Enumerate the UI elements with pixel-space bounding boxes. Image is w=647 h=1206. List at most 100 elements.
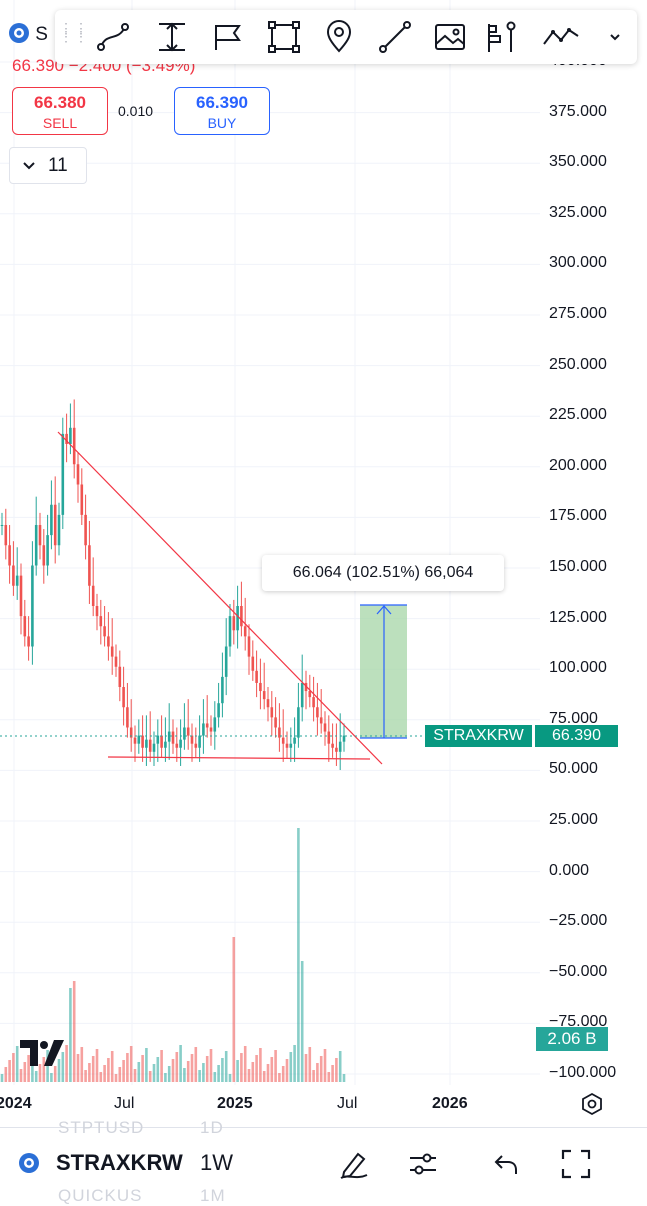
price-axis-label: 250.000 <box>549 355 607 373</box>
toolbar-more-button[interactable] <box>595 18 635 56</box>
candle-body <box>205 723 209 728</box>
candle-body <box>293 737 296 744</box>
price-axis-label: 325.000 <box>549 203 607 221</box>
volume-bar <box>137 1062 141 1082</box>
line-icon <box>379 21 411 53</box>
indicators-settings-button[interactable] <box>401 1142 445 1186</box>
candle-body <box>259 682 262 692</box>
candle-body <box>72 427 76 465</box>
price-axis-label: −100.000 <box>549 1064 617 1081</box>
buy-button[interactable]: 66.390 BUY <box>174 87 270 135</box>
text-tool[interactable] <box>152 18 192 56</box>
volume-bar <box>205 1056 209 1082</box>
candle-body <box>190 735 194 744</box>
candle-body <box>141 735 144 748</box>
chevron-down-icon <box>23 161 35 169</box>
undo-button[interactable] <box>484 1142 528 1186</box>
candle-body <box>285 743 289 748</box>
price-axis-label: 175.000 <box>549 507 607 525</box>
symbol-logo-top[interactable]: S <box>8 22 48 46</box>
volume-bar <box>91 1056 95 1082</box>
path-tool[interactable] <box>541 18 581 56</box>
volume-bar <box>316 1063 319 1082</box>
candle-body <box>281 737 285 744</box>
long-position-tool[interactable] <box>481 18 521 56</box>
candle-body <box>236 606 239 631</box>
candle-body <box>114 656 118 667</box>
volume-bar <box>95 1049 99 1082</box>
candle-body <box>84 514 87 546</box>
volume-bar <box>198 1070 201 1082</box>
candle-body <box>53 504 57 546</box>
volume-bar <box>133 1069 137 1082</box>
price-axis-label: 75.000 <box>549 709 598 727</box>
trendline-tool[interactable] <box>93 18 133 56</box>
drag-handle-icon[interactable]: ⋮⋮ ⋮⋮ <box>59 20 89 44</box>
flag-tool[interactable] <box>208 18 248 56</box>
volume-bar <box>122 1060 125 1082</box>
line-tool[interactable] <box>375 18 415 56</box>
candle-body <box>278 727 281 738</box>
volume-bar <box>312 1070 315 1082</box>
volume-bar <box>99 1072 103 1082</box>
volume-bar <box>221 1058 224 1082</box>
candle-body <box>152 743 156 752</box>
volume-bar <box>327 1072 331 1082</box>
indicators-count: 11 <box>48 154 68 176</box>
sell-button[interactable]: 66.380 SELL <box>12 87 108 135</box>
volume-bar <box>274 1050 277 1082</box>
volume-bar <box>164 1073 167 1082</box>
volume-bar <box>209 1049 213 1082</box>
ghost-timeframe-above: 1D <box>200 1118 224 1137</box>
volume-bar <box>46 1050 49 1082</box>
candle-body <box>194 743 198 748</box>
drawing-mode-button[interactable] <box>332 1142 376 1186</box>
candle-body <box>42 545 46 566</box>
volume-bar <box>247 1069 251 1082</box>
volume-bar <box>228 1074 232 1082</box>
volume-bar <box>289 1052 293 1082</box>
volume-bar <box>331 1065 334 1082</box>
candle-body <box>57 514 61 546</box>
volume-bar <box>148 1071 152 1082</box>
volume-bar <box>232 937 236 1082</box>
volume-bar <box>262 1071 266 1082</box>
volume-bar <box>278 1073 281 1082</box>
volume-bar <box>4 1067 8 1082</box>
candle-body <box>23 616 27 637</box>
timeframe-selector[interactable]: 1W <box>200 1150 233 1175</box>
candle-body <box>228 616 232 647</box>
candle-body <box>338 741 342 752</box>
settings-button[interactable] <box>580 1092 604 1121</box>
candle-body <box>118 666 122 687</box>
time-axis-label: 2025 <box>217 1095 253 1112</box>
last-price-ticker-tag: STRAXKRW <box>425 725 532 747</box>
symbol-selector[interactable]: STRAXKRW <box>56 1150 183 1175</box>
volume-bar <box>76 1054 80 1082</box>
rectangle-tool[interactable] <box>264 18 304 56</box>
chevron-down-icon <box>610 34 620 41</box>
spread-value: 0.010 <box>118 103 154 119</box>
map-pin-icon <box>326 20 352 53</box>
fullscreen-button[interactable] <box>554 1142 598 1186</box>
candle-body <box>80 484 84 515</box>
volume-bar <box>8 1060 11 1082</box>
time-axis-label: 2026 <box>432 1095 468 1112</box>
volume-bar <box>110 1051 114 1082</box>
volume-bar <box>0 1074 4 1082</box>
candle-body <box>12 565 15 586</box>
image-tool[interactable] <box>430 18 470 56</box>
fullscreen-icon <box>561 1149 591 1179</box>
indicators-toggle[interactable]: 11 <box>9 147 87 184</box>
price-range-arrowhead <box>376 605 392 615</box>
candle-body <box>91 585 95 606</box>
volume-bar <box>129 1046 133 1082</box>
tradingview-logo[interactable] <box>20 1040 64 1071</box>
candle-body <box>61 433 65 515</box>
candle-body <box>175 743 179 748</box>
candle-body <box>15 575 19 586</box>
pin-tool[interactable] <box>319 18 359 56</box>
candle-body <box>297 707 300 738</box>
volume-bar <box>34 1071 38 1082</box>
straxkrw-logo-icon <box>9 23 29 43</box>
